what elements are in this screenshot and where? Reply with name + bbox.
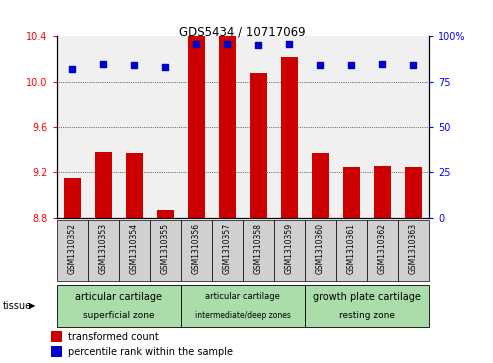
Bar	[119, 220, 150, 281]
Bar	[281, 57, 298, 218]
Bar	[374, 166, 391, 218]
Bar	[305, 220, 336, 281]
Text: resting zone: resting zone	[339, 310, 395, 319]
Bar	[212, 220, 243, 281]
Bar	[181, 285, 305, 327]
Text: GSM1310358: GSM1310358	[254, 223, 263, 274]
Point	[348, 62, 355, 68]
Point	[223, 41, 231, 46]
Bar	[150, 220, 181, 281]
Text: intermediate/deep zones: intermediate/deep zones	[195, 310, 291, 319]
Bar	[405, 167, 422, 218]
Bar	[312, 153, 329, 218]
Point	[379, 61, 387, 66]
Point	[68, 66, 76, 72]
Text: GSM1310359: GSM1310359	[285, 223, 294, 274]
Bar	[343, 167, 360, 218]
Bar	[188, 30, 205, 218]
Text: GSM1310355: GSM1310355	[161, 223, 170, 274]
Text: GSM1310362: GSM1310362	[378, 223, 387, 274]
Text: articular cartilage: articular cartilage	[75, 291, 162, 302]
Bar	[51, 346, 62, 358]
Text: transformed count: transformed count	[68, 331, 159, 342]
Bar	[398, 220, 429, 281]
Bar	[181, 220, 212, 281]
Point	[192, 41, 200, 46]
Bar	[243, 220, 274, 281]
Bar	[57, 220, 88, 281]
Bar	[157, 210, 174, 218]
Bar	[64, 178, 81, 218]
Text: ▶: ▶	[29, 301, 35, 310]
Text: percentile rank within the sample: percentile rank within the sample	[68, 347, 233, 356]
Bar	[250, 73, 267, 218]
Text: GSM1310363: GSM1310363	[409, 223, 418, 274]
Point	[161, 64, 169, 70]
Text: GDS5434 / 10717069: GDS5434 / 10717069	[179, 25, 306, 38]
Text: GSM1310356: GSM1310356	[192, 223, 201, 274]
Text: GSM1310361: GSM1310361	[347, 223, 356, 274]
Text: tissue: tissue	[2, 301, 32, 311]
Point	[130, 62, 138, 68]
Text: GSM1310357: GSM1310357	[223, 223, 232, 274]
Point	[254, 42, 262, 48]
Bar	[274, 220, 305, 281]
Text: articular cartilage: articular cartilage	[206, 292, 280, 301]
Bar	[305, 285, 429, 327]
Text: GSM1310360: GSM1310360	[316, 223, 325, 274]
Text: GSM1310354: GSM1310354	[130, 223, 139, 274]
Bar	[95, 152, 112, 218]
Bar	[367, 220, 398, 281]
Bar	[126, 153, 143, 218]
Text: superficial zone: superficial zone	[83, 310, 154, 319]
Bar	[336, 220, 367, 281]
Point	[99, 61, 107, 66]
Point	[410, 62, 418, 68]
Bar	[51, 331, 62, 342]
Point	[285, 41, 293, 46]
Bar	[88, 220, 119, 281]
Point	[317, 62, 324, 68]
Bar	[219, 32, 236, 218]
Text: GSM1310353: GSM1310353	[99, 223, 108, 274]
Text: GSM1310352: GSM1310352	[68, 223, 77, 274]
Text: growth plate cartilage: growth plate cartilage	[313, 291, 421, 302]
Bar	[57, 285, 181, 327]
